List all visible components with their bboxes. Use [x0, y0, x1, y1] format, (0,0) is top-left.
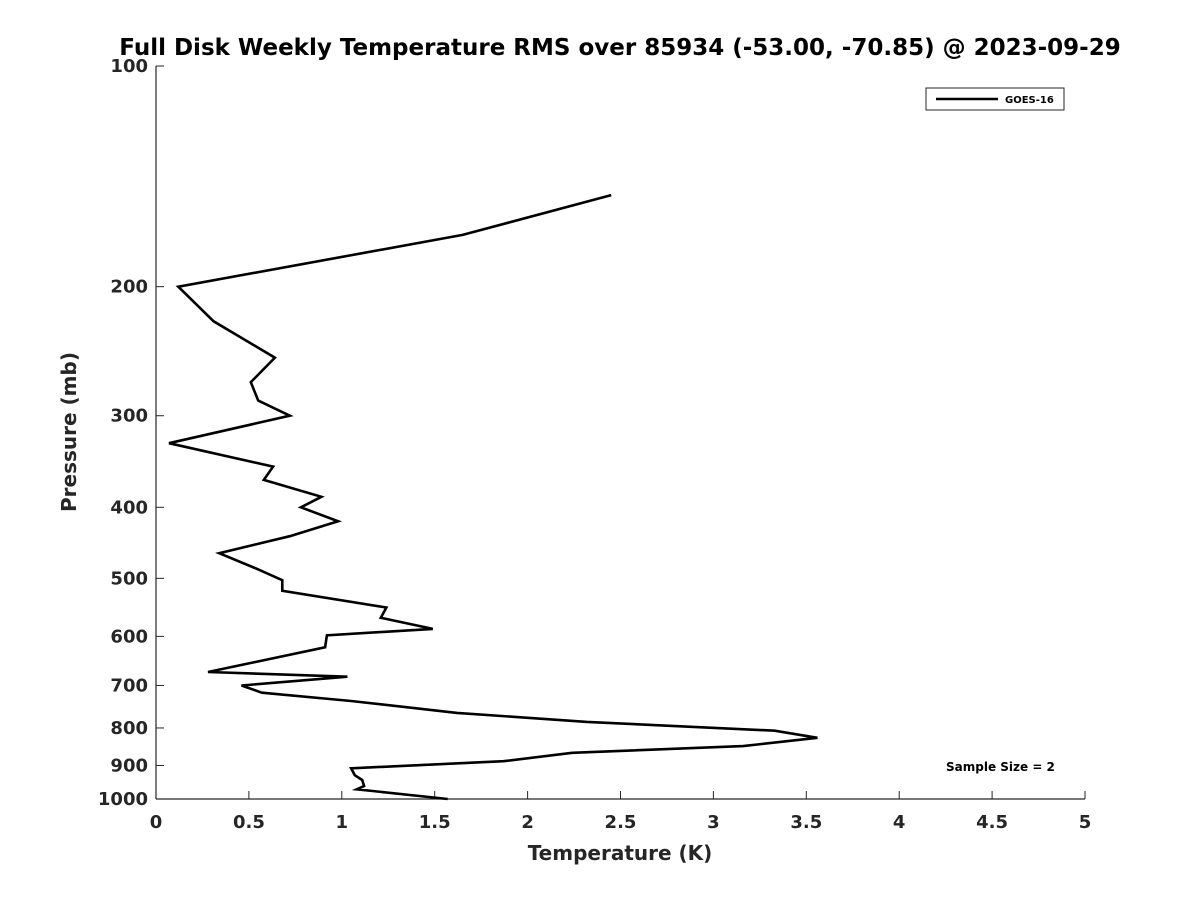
x-tick-label: 1.5	[419, 812, 451, 833]
x-tick-label: 3.5	[790, 812, 822, 833]
x-tick-label: 2	[521, 812, 534, 833]
x-tick-label: 3	[707, 812, 720, 833]
x-tick-label: 5	[1079, 812, 1092, 833]
x-tick-label: 1	[336, 812, 349, 833]
y-tick-label: 600	[110, 626, 148, 647]
x-tick-label: 4.5	[976, 812, 1008, 833]
y-tick-label: 400	[110, 497, 148, 518]
x-tick-label: 4	[893, 812, 906, 833]
x-tick-label: 0	[150, 812, 163, 833]
x-tick-label: 2.5	[605, 812, 637, 833]
series-line-goes-16	[168, 193, 818, 801]
x-tick-label: 0.5	[233, 812, 265, 833]
y-tick-label: 900	[110, 755, 148, 776]
y-tick-label: 700	[110, 675, 148, 696]
legend: GOES-16	[925, 87, 1065, 111]
y-tick-label: 1000	[98, 789, 148, 810]
y-tick-label: 800	[110, 718, 148, 739]
y-tick-label: 100	[110, 56, 148, 77]
chart-title: Full Disk Weekly Temperature RMS over 85…	[119, 35, 1121, 61]
y-tick-label: 200	[110, 277, 148, 298]
plot-area	[168, 193, 818, 801]
sample-size-annotation: Sample Size = 2	[946, 760, 1055, 774]
axes: 0 0.5 1 1.5 2 2.5 3 3.5 4 4.5 5 100 200 300 400 500 600 7…	[98, 56, 1091, 833]
y-tick-label: 300	[110, 406, 148, 427]
y-tick-label: 500	[110, 568, 148, 589]
legend-label-goes-16: GOES-16	[1005, 95, 1054, 106]
y-axis-label: Pressure (mb)	[57, 352, 81, 512]
x-axis-label: Temperature (K)	[528, 841, 713, 865]
